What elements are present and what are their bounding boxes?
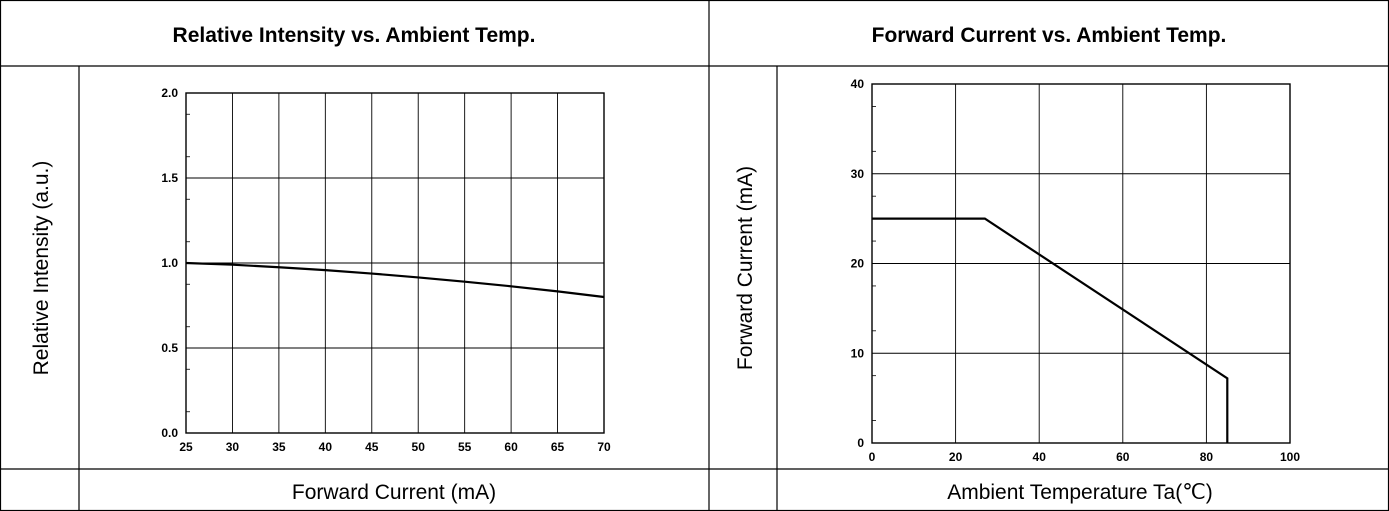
chart-2-ytick-label: 30 — [851, 167, 865, 181]
chart-1-xtick-label: 50 — [412, 440, 426, 454]
panel-1-title: Relative Intensity vs. Ambient Temp. — [173, 24, 536, 47]
chart-2-plot: 0 20 40 60 80 100 0 10 20 30 40 — [851, 77, 1301, 464]
chart-1-xtick-label: 65 — [551, 440, 565, 454]
chart-1-xtick-label: 55 — [458, 440, 472, 454]
chart-1-ytick-label: 0.5 — [161, 341, 178, 355]
chart-2-xtick-label: 20 — [949, 450, 963, 464]
chart-1-ytick-label: 1.0 — [161, 256, 178, 270]
chart-2-plot-frame — [871, 83, 1291, 444]
chart-1-xtick-label: 35 — [272, 440, 286, 454]
chart-2-ylabel: Forward Current (mA) — [734, 166, 757, 370]
chart-1-ylabel: Relative Intensity (a.u.) — [30, 161, 53, 376]
chart-1-xlabel: Forward Current (mA) — [292, 481, 496, 504]
chart-2-xlabel: Ambient Temperature Ta(℃) — [947, 481, 1213, 504]
chart-2-xtick-label: 40 — [1033, 450, 1047, 464]
chart-2-xtick-label: 60 — [1116, 450, 1130, 464]
chart-1-ytick-label: 1.5 — [161, 171, 178, 185]
chart-2-series-line — [872, 217, 1229, 443]
chart-1-ytick-label: 2.0 — [161, 86, 178, 100]
chart-2-ytick-label: 40 — [851, 77, 865, 91]
chart-1-xtick-label: 25 — [179, 440, 193, 454]
chart-2-xtick-label: 0 — [869, 450, 876, 464]
chart-1-xtick-label: 40 — [319, 440, 333, 454]
panel-2-title: Forward Current vs. Ambient Temp. — [872, 24, 1227, 47]
chart-2-ytick-label: 0 — [857, 436, 864, 450]
chart-2-ytick-label: 10 — [851, 346, 865, 360]
chart-1-xtick-label: 60 — [504, 440, 518, 454]
chart-1-ytick-label: 0.0 — [161, 426, 178, 440]
chart-1-series-line — [185, 261, 605, 299]
chart-1-xtick-label: 45 — [365, 440, 379, 454]
chart-2-xtick-label: 80 — [1200, 450, 1214, 464]
chart-2-xtick-label: 100 — [1280, 450, 1300, 464]
chart-1-xtick-label: 70 — [597, 440, 611, 454]
chart-2-ytick-label: 20 — [851, 257, 865, 271]
chart-1-plot: 25 30 35 40 45 50 55 60 65 70 0.0 0.5 1.0 1.5 2.0 — [161, 86, 611, 454]
chart-1-xtick-label: 30 — [226, 440, 240, 454]
